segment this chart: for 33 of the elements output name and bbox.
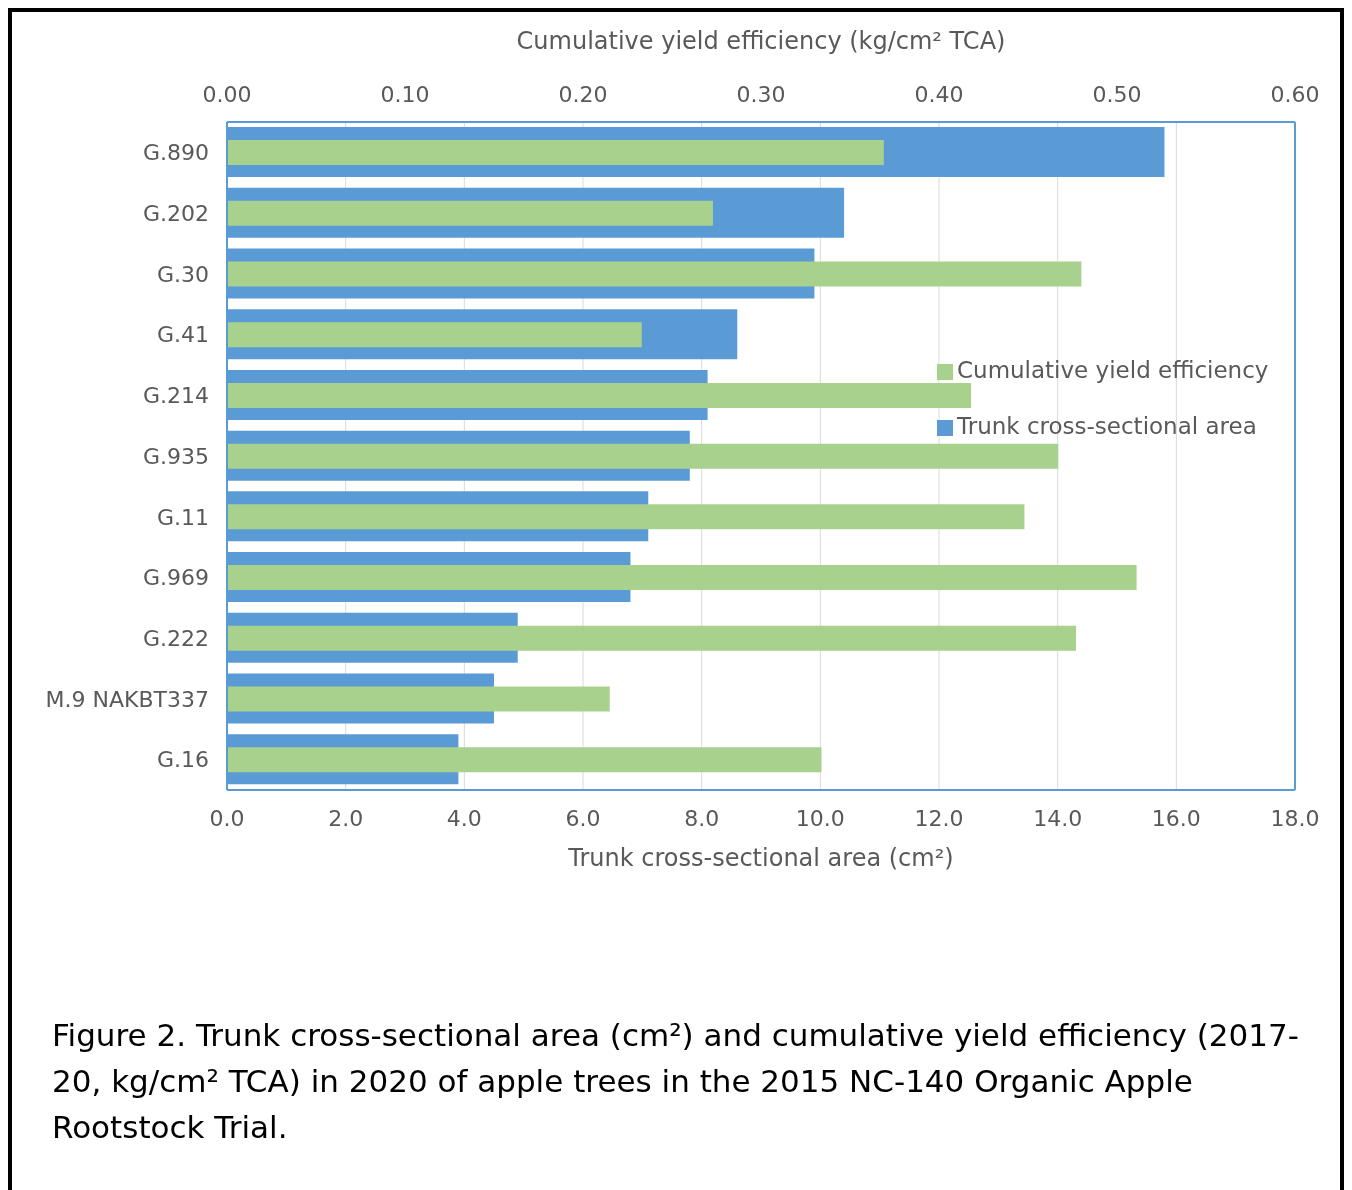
x-tick-label: 14.0 [1033,805,1083,831]
x-tick-label: 0.0 [209,805,245,831]
x-tick-label: 16.0 [1151,805,1201,831]
x-tick-label: 2.0 [328,805,364,831]
y-tick-label: M.9 NAKBT337 [45,686,209,712]
x-tick-label: 8.0 [684,805,720,831]
x-tick-label: 18.0 [1270,805,1320,831]
y-tick-label: G.935 [142,443,209,469]
y-tick-label: G.11 [156,504,209,530]
y-tick-label: G.30 [156,261,209,287]
x2-tick-label: 0.40 [914,82,964,107]
y-tick-label: G.222 [142,625,209,651]
x2-tick-label: 0.10 [380,82,430,107]
caption: Figure 2. Trunk cross-sectional area (cm²) and cumulative yield efficiency (2017-20, kg/cm² TCA) in 2020 of apple trees in the 2015 NC-140 Organic Apple Rootstock Trial. [51,1016,1300,1147]
x2-tick-label: 0.30 [736,82,786,107]
x-axis-title: Trunk cross-sectional area (cm²) [567,844,954,872]
x2-tick-label: 0.20 [558,82,608,107]
y-tick-label: G.214 [142,383,209,409]
x-tick-label: 6.0 [565,805,601,831]
legend-label: Trunk cross-sectional area [957,413,1257,439]
x2-tick-label: 0.00 [202,82,252,107]
x2-tick-label: 0.60 [1270,82,1320,107]
x-tick-label: 12.0 [914,805,964,831]
legend-label: Cumulative yield efficiency [957,357,1269,383]
x-tick-label: 4.0 [446,805,482,831]
y-tick-label: G.16 [156,747,209,773]
x2-tick-label: 0.50 [1092,82,1142,107]
y-tick-label: G.969 [142,565,209,591]
x2-axis-title: Cumulative yield efficiency (kg/cm² TCA) [516,27,1006,56]
y-tick-label: G.202 [142,200,209,226]
y-tick-label: G.890 [142,140,209,166]
y-tick-label: G.41 [156,322,209,348]
x-tick-label: 10.0 [795,805,845,831]
